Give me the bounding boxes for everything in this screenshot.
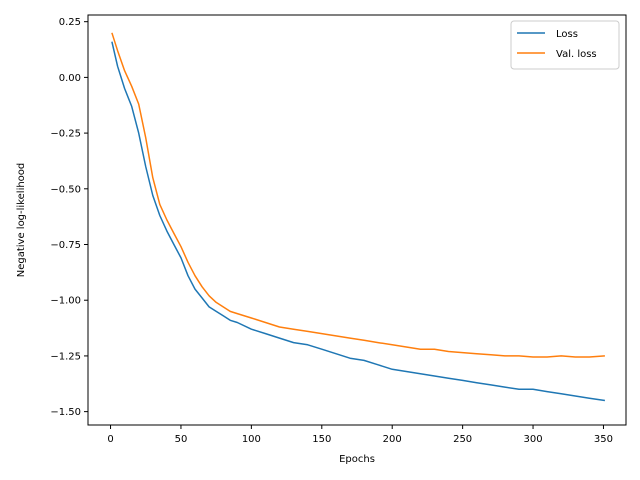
y-tick-label: −1.00: [50, 296, 81, 307]
x-tick-label: 100: [242, 434, 261, 445]
series-line-0: [111, 41, 606, 402]
y-tick-label: −0.75: [50, 240, 81, 251]
y-tick-label: 0.25: [59, 17, 81, 28]
legend-label: Val. loss: [556, 49, 597, 60]
x-tick-label: 350: [594, 434, 613, 445]
y-tick-label: −1.50: [50, 407, 81, 418]
x-tick-label: 200: [383, 434, 402, 445]
axes-frame: [87, 14, 627, 426]
x-tick-label: 250: [453, 434, 472, 445]
x-tick-label: 0: [107, 434, 113, 445]
y-tick-label: −0.50: [50, 184, 81, 195]
x-axis-title: Epochs: [339, 454, 375, 465]
x-axis: 0 50 100 150 200 250 300 350: [107, 425, 613, 445]
series-line-1: [111, 32, 605, 358]
x-tick-label: 50: [175, 434, 188, 445]
plot-area: [111, 32, 606, 402]
y-tick-label: −1.25: [50, 351, 81, 362]
legend: Loss Val. loss: [510, 20, 620, 70]
y-tick-label: 0.00: [59, 73, 81, 84]
x-tick-label: 150: [312, 434, 331, 445]
x-tick-label: 300: [524, 434, 543, 445]
legend-label: Loss: [556, 29, 578, 40]
y-tick-label: −0.25: [50, 129, 81, 140]
y-axis-title: Negative log-likelihood: [16, 163, 27, 278]
y-axis: 0.25 0.00 −0.25 −0.50 −0.75 −1.00 −1.25 −1.50: [50, 17, 88, 418]
